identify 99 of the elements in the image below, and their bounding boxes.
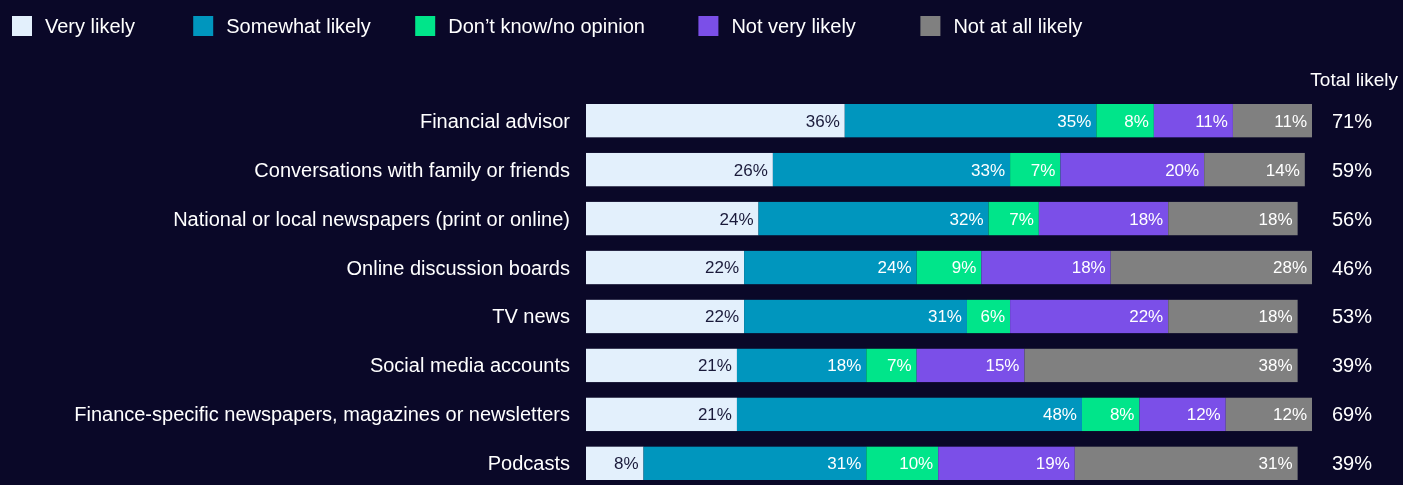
data-label: 7%: [1030, 160, 1056, 180]
data-label: 11%: [1195, 111, 1228, 131]
bar: [1139, 397, 1226, 432]
data-label: 35%: [1057, 111, 1092, 131]
data-label: 7%: [887, 356, 912, 376]
y-tick-label: Online discussion boards: [346, 256, 570, 279]
bar: [586, 250, 745, 285]
y-tick-label: Conversations with family or friends: [254, 158, 570, 181]
legend-label: Somewhat likely: [226, 15, 371, 37]
bar: [586, 299, 745, 334]
text: 53%: [1331, 305, 1373, 328]
legend-label: Not very likely: [731, 15, 856, 37]
data-label: 7%: [1009, 209, 1034, 229]
bar: [758, 201, 989, 236]
bar: [1168, 299, 1298, 334]
data-label: 48%: [1042, 405, 1077, 425]
bar: [744, 299, 967, 334]
bar: [866, 348, 917, 383]
text: 59%: [1331, 158, 1373, 181]
data-label: 31%: [1258, 454, 1293, 474]
bar: [643, 446, 867, 480]
data-label: 10%: [899, 454, 934, 474]
data-label: 22%: [705, 258, 740, 278]
data-label: 18%: [1129, 209, 1164, 229]
y-tick-label: Podcasts: [487, 452, 570, 475]
y-tick-label: National or local newspapers (print or online): [173, 207, 570, 230]
bar: [916, 250, 982, 285]
legend-label: Very likely: [45, 15, 136, 37]
bar: [844, 104, 1097, 138]
bar: [916, 348, 1025, 383]
data-label: 19%: [1035, 454, 1070, 474]
legend-label: Not at all likely: [953, 15, 1083, 37]
data-label: 18%: [1258, 307, 1293, 327]
data-label: 28%: [1272, 258, 1307, 278]
bar: [938, 446, 1075, 480]
bar: [1024, 348, 1298, 383]
data-label: 12%: [1272, 405, 1307, 425]
bar: [744, 250, 917, 285]
data-label: 8%: [1124, 111, 1149, 131]
bar: [772, 152, 1011, 187]
bar: [1060, 152, 1205, 187]
data-label: 18%: [1258, 209, 1293, 229]
data-label: 9%: [951, 258, 977, 278]
data-label: 22%: [1129, 307, 1164, 327]
data-label: 24%: [719, 209, 754, 229]
bar: [586, 201, 759, 236]
data-label: 26%: [733, 160, 768, 180]
bar: [866, 446, 939, 480]
bar: [1232, 104, 1312, 138]
legend-label: Don’t know/no opinion: [448, 15, 645, 37]
data-label: 38%: [1258, 356, 1293, 376]
bar: [1010, 299, 1169, 334]
data-label: 21%: [697, 356, 732, 376]
text: 46%: [1331, 256, 1373, 279]
data-label: 31%: [927, 307, 962, 327]
bar: [1153, 104, 1233, 138]
data-label: 15%: [985, 356, 1020, 376]
bar: [1038, 201, 1169, 236]
y-tick-label: Social media accounts: [369, 354, 570, 377]
bar: [586, 104, 845, 138]
text: 39%: [1331, 354, 1373, 377]
bar: [586, 446, 644, 480]
bar: [586, 397, 737, 432]
bar: [1096, 104, 1154, 138]
bar: [1204, 152, 1305, 187]
data-label: 6%: [980, 307, 1006, 327]
bar: [1168, 201, 1298, 236]
data-label: 20%: [1165, 160, 1200, 180]
text: 39%: [1331, 452, 1373, 475]
data-label: 32%: [949, 209, 984, 229]
data-label: 33%: [971, 160, 1006, 180]
bar: [736, 348, 867, 383]
bar: [981, 250, 1111, 285]
y-tick-label: Finance-specific newspapers, magazines or newsletters: [74, 403, 570, 426]
bar: [988, 201, 1039, 236]
data-label: 22%: [705, 307, 740, 327]
bar: [586, 348, 737, 383]
data-label: 21%: [697, 405, 732, 425]
data-label: 12%: [1186, 405, 1221, 425]
data-label: 18%: [1071, 258, 1106, 278]
data-label: 18%: [827, 356, 862, 376]
y-tick-label: Financial advisor: [419, 109, 571, 132]
text: 56%: [1331, 207, 1373, 230]
data-label: 8%: [1109, 405, 1135, 425]
data-label: 11%: [1274, 111, 1307, 131]
bar: [586, 152, 773, 187]
text: Total likely: [1310, 69, 1399, 90]
data-label: 14%: [1265, 160, 1300, 180]
y-tick-label: TV news: [492, 305, 570, 328]
data-label: 24%: [877, 258, 912, 278]
bar: [1074, 446, 1298, 480]
data-label: 31%: [827, 454, 862, 474]
bar: [1110, 250, 1312, 285]
data-label: 36%: [805, 111, 840, 131]
bar: [1225, 397, 1312, 432]
data-label: 8%: [613, 454, 639, 474]
text: 71%: [1331, 109, 1373, 132]
bar: [736, 397, 1082, 432]
text: 69%: [1331, 403, 1373, 426]
